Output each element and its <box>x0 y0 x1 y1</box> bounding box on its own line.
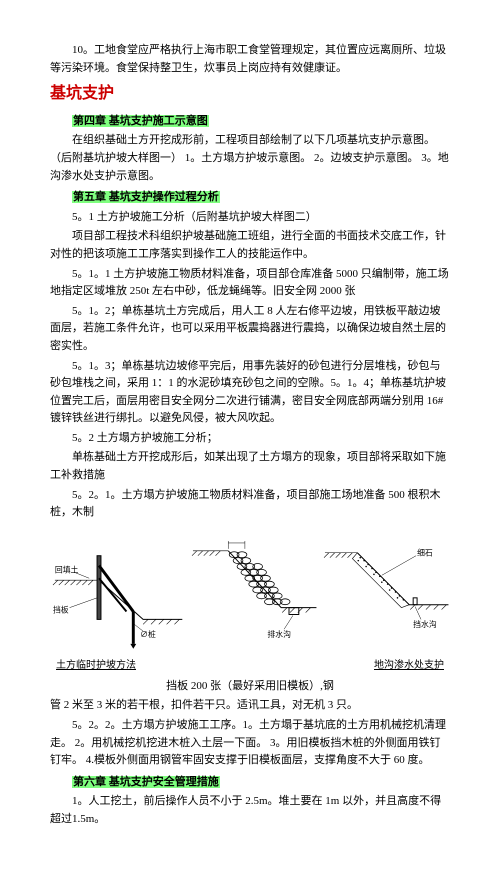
ch5-heading-line: 第五章 基坑支护操作过程分析 <box>50 189 450 207</box>
after-fig-p1: 挡板 200 张（最好采用旧模板）,钢 <box>50 678 450 696</box>
ch6-paragraph: 1。人工挖土，前后操作人员不小于 2.5m。堆土要在 1m 以外，并且高度不得超… <box>50 793 450 828</box>
section-5-1: 5。1 土方护坡施工分析（后附基坑护坡大样图二） <box>50 209 450 227</box>
section-5-1-1: 5。1。1 土方护坡施工物质材料准备，项目部仓库准备 5000 只编制带，施工场… <box>50 266 450 301</box>
intro-paragraph: 10。工地食堂应严格执行上海市职工食堂管理规定，其位置应远离厕所、垃圾等污染环境… <box>50 42 450 77</box>
fig-caption-right: 地沟渗水处支护 <box>374 658 444 674</box>
ch4-heading: 第四章 基坑支护施工示意图 <box>72 115 209 127</box>
ch6-heading-line: 第六章 基坑支护安全管理措施 <box>50 774 450 792</box>
ch4-paragraph: 在组织基础土方开挖成形前，工程项目部绘制了以下几项基坑支护示意图。（后附基坑护坡… <box>50 132 450 185</box>
label-gravel: 细石 <box>417 548 433 558</box>
fig-caption-left: 土方临时护坡方法 <box>56 658 136 674</box>
after-fig-p2: 管 2 米至 3 米的若干根，扣件若干只。适讯工具，对无机 3 只。 <box>50 697 450 715</box>
figure-left-icon: 回填土 挡板 ∅桩 <box>50 530 187 650</box>
label-baffle: 挡板 <box>53 604 69 614</box>
figures-row: 回填土 挡板 ∅桩 排水沟 <box>50 530 450 650</box>
section-5-1-2: 5。1。2；单栋基坑土方完成后，用人工 8 人左右修平边坡，用铁板平敲边坡面层，… <box>50 303 450 356</box>
main-title: 基坑支护 <box>50 81 450 107</box>
after-fig-p3: 5。2。2。土方塌方护坡施工工序。1。土方塌于基坑底的土方用机械挖机清理走。 2… <box>50 717 450 770</box>
figure-middle-icon: 排水沟 <box>191 530 318 650</box>
ch5-heading: 第五章 基坑支护操作过程分析 <box>72 191 220 203</box>
section-5-2: 5。2 土方塌方护坡施工分析； <box>50 430 450 448</box>
label-drain: 排水沟 <box>268 629 292 639</box>
label-pile: ∅桩 <box>140 629 156 639</box>
ch6-heading: 第六章 基坑支护安全管理措施 <box>72 776 220 788</box>
section-5-2-para: 单栋基础土方开挖成形后，如某出现了土方塌方的现象，项目部将采取如下施工补救措施 <box>50 449 450 484</box>
label-backfill: 回填土 <box>55 564 79 574</box>
ch4-heading-line: 第四章 基坑支护施工示意图 <box>50 113 450 131</box>
label-water-ditch: 挡水沟 <box>413 619 437 629</box>
section-5-1-3: 5。1。3；单栋基坑边坡修平完后，用事先装好的砂包进行分层堆栈，砂包与砂包堆栈之… <box>50 358 450 428</box>
figure-right-icon: 细石 挡水沟 <box>323 530 450 650</box>
section-5-1-para: 项目部工程技术科组织护坡基础施工班组，进行全面的书面技术交底工作，针对性的把该项… <box>50 228 450 263</box>
section-5-2-1: 5。2。1。土方塌方护坡施工物质材料准备，项目部施工场地准备 500 根积木桩，… <box>50 487 450 522</box>
